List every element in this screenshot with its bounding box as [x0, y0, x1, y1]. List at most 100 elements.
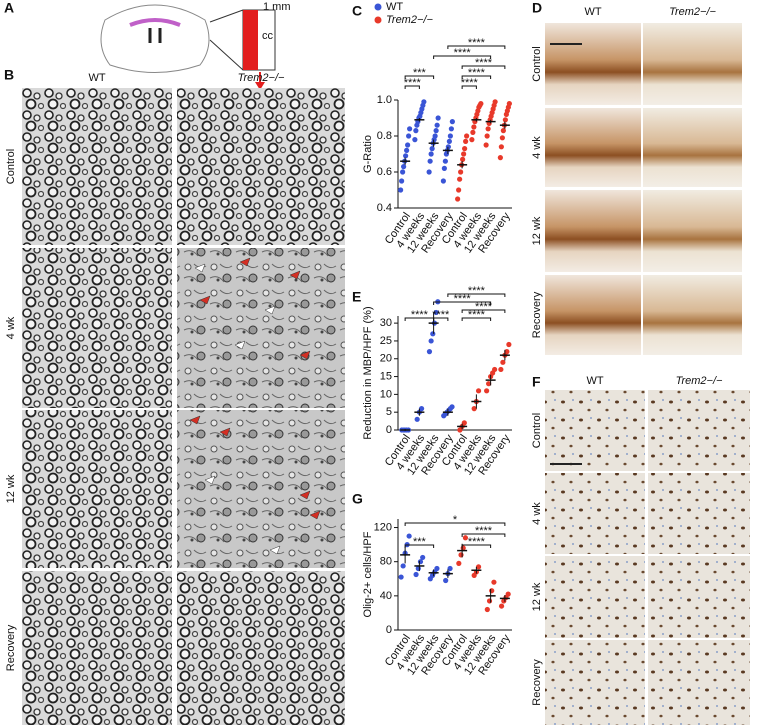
micrograph — [545, 108, 641, 187]
data-point — [458, 169, 464, 175]
panel-label: C — [352, 3, 362, 19]
significance-bracket — [404, 85, 420, 89]
micrograph — [643, 190, 742, 272]
data-point — [427, 158, 433, 164]
data-point — [497, 155, 503, 161]
micrograph — [545, 640, 645, 725]
data-point — [434, 122, 440, 128]
significance-label: **** — [461, 77, 479, 89]
significance-bracket — [433, 317, 449, 321]
row-label: Recovery — [5, 624, 17, 671]
data-point — [441, 165, 447, 171]
row-label: 4 wk — [5, 316, 17, 339]
data-point — [485, 126, 491, 132]
y-tick-label: 5 — [386, 406, 392, 418]
data-point — [461, 420, 467, 426]
significance-label: **** — [404, 77, 422, 89]
data-point — [400, 563, 406, 569]
column-label: WT — [88, 72, 105, 84]
arrowhead — [204, 475, 216, 485]
data-point — [440, 178, 446, 184]
significance-bracket — [404, 75, 435, 79]
micrograph — [22, 571, 172, 725]
data-point — [492, 99, 498, 105]
data-point — [500, 128, 506, 134]
micrograph — [545, 23, 641, 105]
micrograph — [545, 556, 645, 638]
significance-label: **** — [468, 309, 486, 321]
row-label: 12 wk — [5, 474, 17, 503]
data-point — [506, 101, 512, 107]
micrograph — [545, 390, 645, 471]
data-point — [492, 366, 498, 373]
data-point — [433, 128, 439, 134]
column-label: WT — [584, 6, 601, 18]
column-label: WT — [586, 375, 603, 387]
data-point — [412, 137, 418, 143]
arrowhead — [299, 350, 311, 360]
y-tick-label: 0 — [386, 624, 392, 636]
significance-label: *** — [413, 67, 427, 79]
micrograph — [545, 473, 645, 554]
row-label: Control — [531, 46, 543, 81]
y-tick-label: 30 — [380, 317, 392, 329]
data-point — [462, 535, 469, 541]
data-point — [471, 406, 477, 412]
data-point — [430, 331, 436, 337]
micrograph — [177, 571, 345, 725]
significance-bracket — [461, 309, 506, 313]
data-point — [462, 146, 468, 152]
data-point — [478, 101, 484, 107]
micrograph — [643, 108, 742, 187]
y-axis-title: Olig-2+ cells/HPF — [362, 531, 374, 617]
data-point — [398, 574, 404, 580]
data-point — [421, 99, 427, 105]
data-point — [445, 144, 451, 150]
arrowhead — [234, 340, 246, 350]
micrograph — [648, 473, 750, 554]
significance-bracket — [447, 293, 506, 297]
arrowhead — [189, 415, 201, 425]
row-label: Recovery — [531, 291, 543, 338]
micrograph — [177, 410, 345, 568]
data-point — [414, 416, 420, 422]
data-point — [475, 388, 482, 394]
brain-schematic — [100, 4, 276, 90]
y-tick-label: 1.0 — [377, 94, 392, 106]
micrograph — [22, 248, 172, 408]
legend-label: WT — [386, 1, 403, 13]
arrowhead — [309, 510, 321, 520]
data-point — [447, 133, 453, 139]
data-point — [420, 554, 426, 561]
data-point — [456, 560, 462, 567]
data-point — [442, 158, 448, 164]
micrograph — [648, 556, 750, 638]
data-point — [506, 341, 512, 348]
significance-label: **** — [468, 285, 486, 297]
significance-label: **** — [468, 536, 486, 548]
panel-label: A — [4, 0, 14, 16]
data-point — [471, 124, 477, 130]
data-point — [407, 126, 413, 132]
region-label: cc — [262, 30, 274, 42]
data-point — [400, 169, 406, 175]
significance-label: **** — [454, 293, 472, 305]
data-point — [504, 349, 510, 355]
significance-label: **** — [475, 525, 493, 537]
data-point — [475, 564, 482, 570]
data-point — [449, 404, 455, 410]
y-tick-label: 80 — [380, 556, 392, 568]
significance-label: * — [453, 514, 458, 526]
y-tick-label: 0 — [386, 424, 392, 436]
arrowhead — [264, 305, 276, 315]
row-label: 4 wk — [531, 502, 543, 525]
y-tick-label: 25 — [380, 335, 392, 347]
data-point — [434, 565, 440, 572]
column-label: Trem2−/− — [669, 6, 716, 18]
data-point — [498, 144, 504, 150]
micrograph — [648, 640, 750, 725]
column-label: Trem2−/− — [238, 72, 285, 84]
data-point — [464, 133, 470, 139]
